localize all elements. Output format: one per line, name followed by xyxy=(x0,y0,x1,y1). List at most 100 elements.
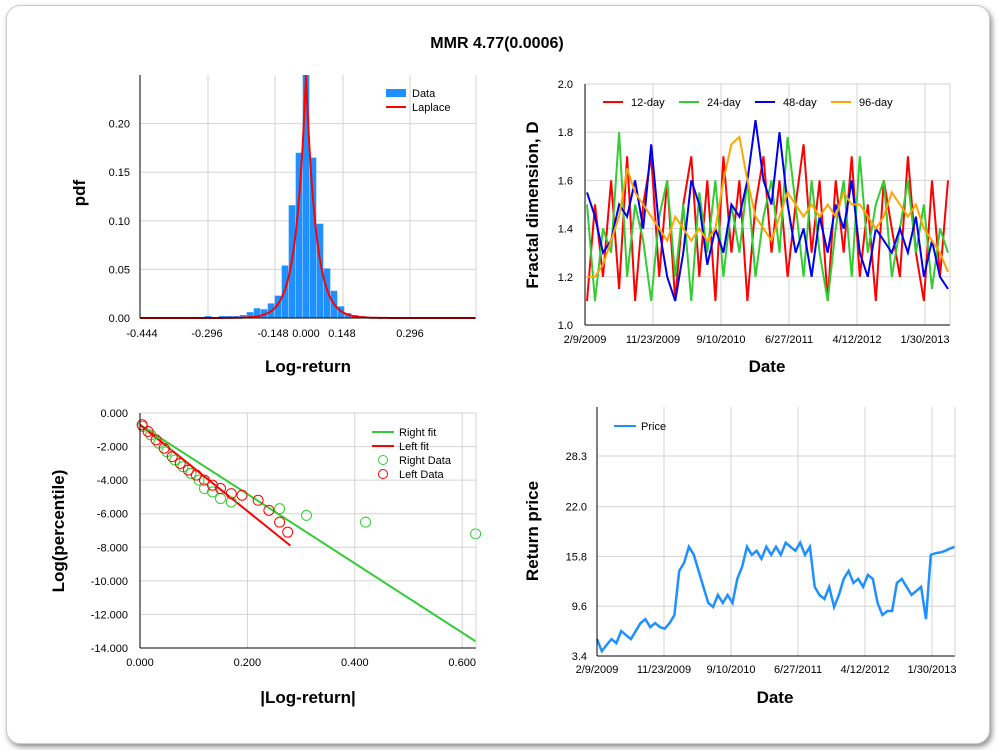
hist-bar xyxy=(253,308,261,318)
tail-ytick-label: -8.000 xyxy=(97,542,128,554)
tail-ytick-label: -10.000 xyxy=(91,576,128,588)
tail-ytick-label: -12.000 xyxy=(91,609,128,621)
right-fit-line xyxy=(139,423,477,643)
price-xtick-label: 4/12/2012 xyxy=(841,664,890,676)
left-data-point xyxy=(252,494,264,506)
hist-xtick-label: -0.444 xyxy=(126,328,157,340)
left-data-point xyxy=(236,489,248,501)
left-data-point xyxy=(182,464,194,476)
tail-ytick-label: -14.000 xyxy=(91,643,128,655)
hist-bar xyxy=(309,157,317,318)
right-data-point xyxy=(193,474,205,486)
hist-ytick-label: 0.10 xyxy=(109,216,130,228)
legend-24-day-label: 24-day xyxy=(707,97,741,109)
left-data-point xyxy=(282,526,294,538)
right-data-point xyxy=(169,454,181,466)
tail-xtick-label: 0.400 xyxy=(341,657,369,669)
hist-ytick-label: 0.15 xyxy=(109,167,130,179)
fractal-xlabel: Date xyxy=(749,357,786,376)
hist-bar xyxy=(239,315,247,318)
right-data-point xyxy=(274,503,286,515)
price-ytick-label: 15.8 xyxy=(566,551,587,563)
legend-48-day-label: 48-day xyxy=(783,97,817,109)
right-data-point xyxy=(360,516,372,528)
hist-ylabel: pdf xyxy=(70,179,89,206)
price-ytick-label: 28.3 xyxy=(566,451,587,463)
tail-xtick-label: 0.600 xyxy=(448,657,476,669)
left-data-point xyxy=(142,425,154,437)
price-ytick-label: 3.4 xyxy=(572,651,587,663)
hist-xtick-label: -0.148 xyxy=(257,328,288,340)
price-ytick-label: 22.0 xyxy=(566,502,587,514)
tail-ytick-label: 0.000 xyxy=(100,408,128,420)
fractal-xtick-label: 2/9/2009 xyxy=(564,334,607,346)
fractal-ytick-label: 1.2 xyxy=(558,272,573,284)
left-data-point xyxy=(174,457,186,469)
legend-price-label: Price xyxy=(641,421,666,433)
legend-tail-label: Left fit xyxy=(399,441,429,453)
tail-ytick-label: -6.000 xyxy=(97,509,128,521)
legend-data-swatch xyxy=(386,89,406,97)
price-xtick-label: 11/23/2009 xyxy=(637,664,691,676)
fractal-ylabel: Fractal dimension, D xyxy=(523,121,542,288)
hist-ytick-label: 0.05 xyxy=(109,264,130,276)
hist-ytick-label: 0.00 xyxy=(109,313,130,325)
left-data-point xyxy=(158,442,170,454)
legend-data-label: Data xyxy=(412,88,436,100)
price-ylabel: Return price xyxy=(523,481,542,581)
hist-xtick-label: -0.296 xyxy=(191,328,222,340)
tail-ytick-label: -4.000 xyxy=(97,475,128,487)
price-xtick-label: 1/30/2013 xyxy=(908,664,957,676)
right-data-point xyxy=(185,467,197,479)
tail-xtick-label: 0.200 xyxy=(234,657,262,669)
tail-xtick-label: 0.000 xyxy=(126,657,154,669)
fractal-line-12-day xyxy=(586,144,949,302)
left-data-point xyxy=(150,434,162,446)
left-data-point xyxy=(198,474,210,486)
tail-xlabel: |Log-return| xyxy=(260,688,355,707)
fractal-xtick-label: 1/30/2013 xyxy=(901,334,950,346)
fractal-xtick-label: 9/10/2010 xyxy=(697,334,746,346)
chart-frame xyxy=(6,5,990,744)
fractal-line-24-day xyxy=(586,132,949,302)
tail-ylabel: Log(percentile) xyxy=(49,470,68,593)
left-fit-line xyxy=(139,424,292,547)
hist-xlabel: Log-return xyxy=(265,357,351,376)
price-line xyxy=(595,539,956,654)
hist-bar xyxy=(302,75,310,318)
price-xlabel: Date xyxy=(757,688,794,707)
right-data-point xyxy=(215,493,227,505)
legend-laplace-label: Laplace xyxy=(412,102,451,114)
right-data-point xyxy=(177,461,189,473)
right-data-point xyxy=(225,496,237,508)
fractal-xtick-label: 4/12/2012 xyxy=(833,334,882,346)
legend-12-day-label: 12-day xyxy=(631,97,665,109)
right-data-point xyxy=(300,509,312,521)
legend-tail-label: Right Data xyxy=(399,455,452,467)
left-data-point xyxy=(166,451,178,463)
fractal-ytick-label: 1.4 xyxy=(558,224,573,236)
left-data-point xyxy=(190,469,202,481)
fractal-ytick-label: 1.0 xyxy=(558,320,573,332)
hist-xtick-label: 0.296 xyxy=(396,328,424,340)
legend-tail-label: Left Data xyxy=(399,469,445,481)
chart-title: MMR 4.77(0.0006) xyxy=(430,35,563,52)
legend-tail-label: Right fit xyxy=(399,427,436,439)
price-ytick-label: 9.6 xyxy=(572,601,587,613)
fractal-xtick-label: 11/23/2009 xyxy=(626,334,680,346)
hist-bar xyxy=(323,268,331,318)
legend-right-data-swatch xyxy=(378,455,388,465)
legend-left-data-swatch xyxy=(378,469,388,479)
fractal-ytick-label: 1.6 xyxy=(558,175,573,187)
left-data-point xyxy=(136,419,148,431)
hist-xtick-label: 0.148 xyxy=(328,328,356,340)
fractal-line-48-day xyxy=(586,119,949,302)
legend-96-day-label: 96-day xyxy=(859,97,893,109)
left-data-point xyxy=(274,516,286,528)
hist-xtick-label: 0.000 xyxy=(292,328,320,340)
fractal-ytick-label: 2.0 xyxy=(558,79,573,91)
hist-bar xyxy=(246,312,254,318)
hist-bar xyxy=(274,295,282,318)
left-data-point xyxy=(215,483,227,495)
